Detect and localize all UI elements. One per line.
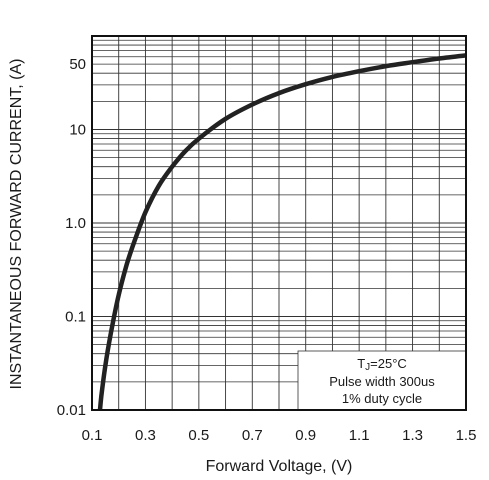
annotation-line-1: TJ=25°C [357, 356, 407, 373]
x-tick-label: 0.1 [82, 427, 103, 444]
y-tick-label: 0.1 [65, 309, 86, 326]
annotation-line-2: Pulse width 300us [329, 374, 435, 389]
y-tick-label: 10 [69, 122, 86, 139]
x-tick-label: 1.3 [402, 427, 423, 444]
x-tick-labels: 0.1 0.3 0.5 0.7 0.9 1.1 1.3 1.5 [82, 427, 477, 444]
x-tick-label: 0.9 [295, 427, 316, 444]
y-tick-labels: 0.01 0.1 1.0 10 50 [57, 56, 86, 419]
x-tick-label: 1.1 [349, 427, 370, 444]
y-axis-title: INSTANTANEOUS FORWARD CURRENT, (A) [8, 59, 25, 390]
x-tick-label: 0.3 [135, 427, 156, 444]
y-tick-label: 1.0 [65, 215, 86, 232]
annotation-t: T [357, 356, 365, 371]
y-tick-label: 0.01 [57, 402, 86, 419]
x-tick-label: 0.7 [242, 427, 263, 444]
annotation-temp: =25°C [370, 356, 407, 371]
annotation-line-3: 1% duty cycle [342, 391, 422, 406]
x-tick-label: 0.5 [188, 427, 209, 444]
y-tick-label: 50 [69, 56, 86, 73]
x-tick-label: 1.5 [456, 427, 477, 444]
x-axis-title: Forward Voltage, (V) [206, 458, 353, 475]
